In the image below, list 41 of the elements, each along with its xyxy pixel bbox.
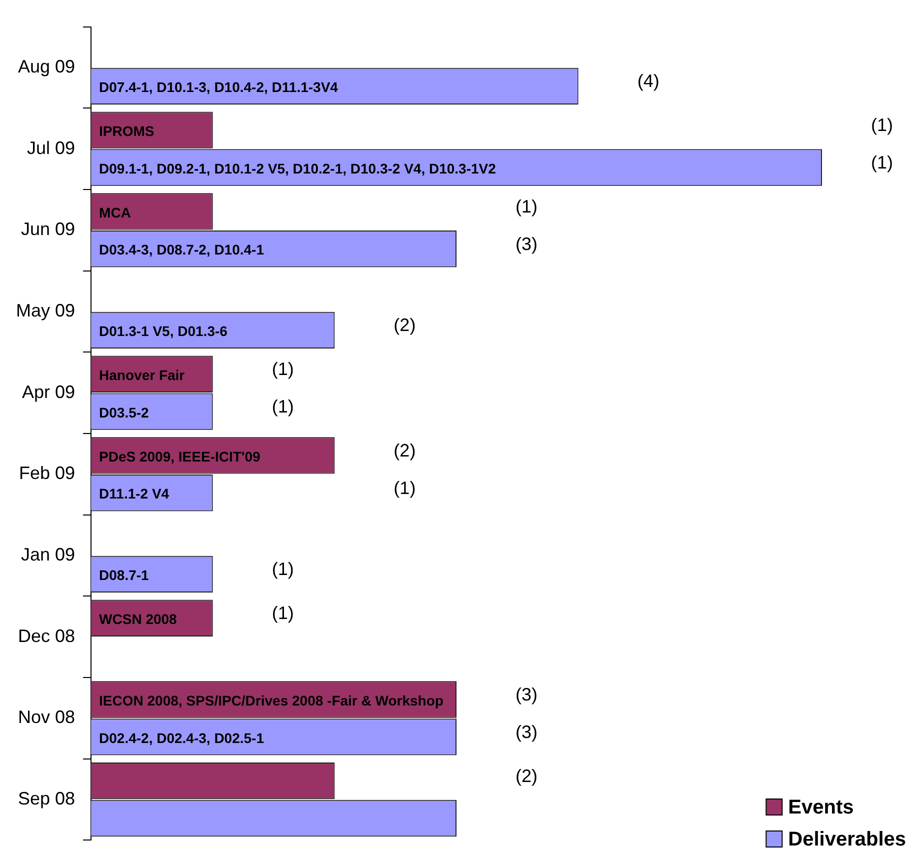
annotation: (3)	[516, 234, 538, 254]
annotation: (1)	[272, 359, 294, 380]
data-label: D03.4-3, D08.7-2, D10.4-1	[99, 242, 264, 258]
annotation: (1)	[272, 603, 294, 624]
data-label: D03.5-2	[99, 404, 150, 420]
data-label: Hanover Fair	[99, 366, 186, 383]
legend-label: Deliverables	[788, 828, 906, 851]
y-tick-label: Jan 09	[20, 544, 76, 564]
data-label: WCSN 2008	[99, 611, 178, 627]
data-label: D08.7-1	[99, 567, 150, 584]
text: (1)	[871, 152, 893, 172]
annotation: (1)	[394, 478, 416, 498]
annotation: (4)	[637, 71, 660, 92]
annotation: (3)	[516, 722, 538, 742]
annotation: (2)	[394, 440, 416, 460]
y-tick-label: Jul 09	[26, 138, 76, 158]
annotation: (2)	[394, 315, 416, 336]
y-tick-label: Sep 08	[18, 788, 76, 808]
y-tick-label: May 09	[16, 300, 76, 320]
annotation: (1)	[272, 559, 294, 580]
annotation: (1)	[272, 396, 294, 417]
data-label: MCA	[99, 204, 131, 220]
y-tick-label: Feb 09	[18, 463, 76, 484]
data-label: D09.1-1, D09.2-1, D10.1-2 V5, D10.2-1, D10.3-2 V4, D10.3-1V2	[99, 160, 496, 176]
annotation: (1)	[516, 196, 538, 216]
y-tick-label: Nov 08	[18, 707, 76, 728]
annotation: (2)	[516, 766, 538, 786]
y-tick-label: Jun 09	[20, 219, 76, 240]
data-label: D07.4-1, D10.1-3, D10.4-2, D11.1-3V4	[99, 79, 338, 96]
data-label: IECON 2008, SPS/IPC/Drives 2008 -Fair & Workshop	[99, 692, 444, 708]
data-label: PDeS 2009, IEEE-ICIT'09	[99, 448, 261, 464]
y-tick-label: Dec 08	[18, 626, 76, 646]
data-label: D01.3-1 V5, D01.3-6	[99, 323, 228, 340]
y-tick-label: Apr 09	[22, 382, 76, 402]
y-tick-label: Aug 09	[18, 56, 76, 76]
data-label: IPROMS	[99, 122, 154, 139]
annotation: (3)	[516, 684, 538, 704]
data-label: D11.1-2 V4	[99, 486, 170, 502]
legend-label: Events	[788, 796, 854, 819]
text: (1)	[871, 115, 893, 136]
data-label: D02.4-2, D02.4-3, D02.5-1	[99, 730, 264, 746]
